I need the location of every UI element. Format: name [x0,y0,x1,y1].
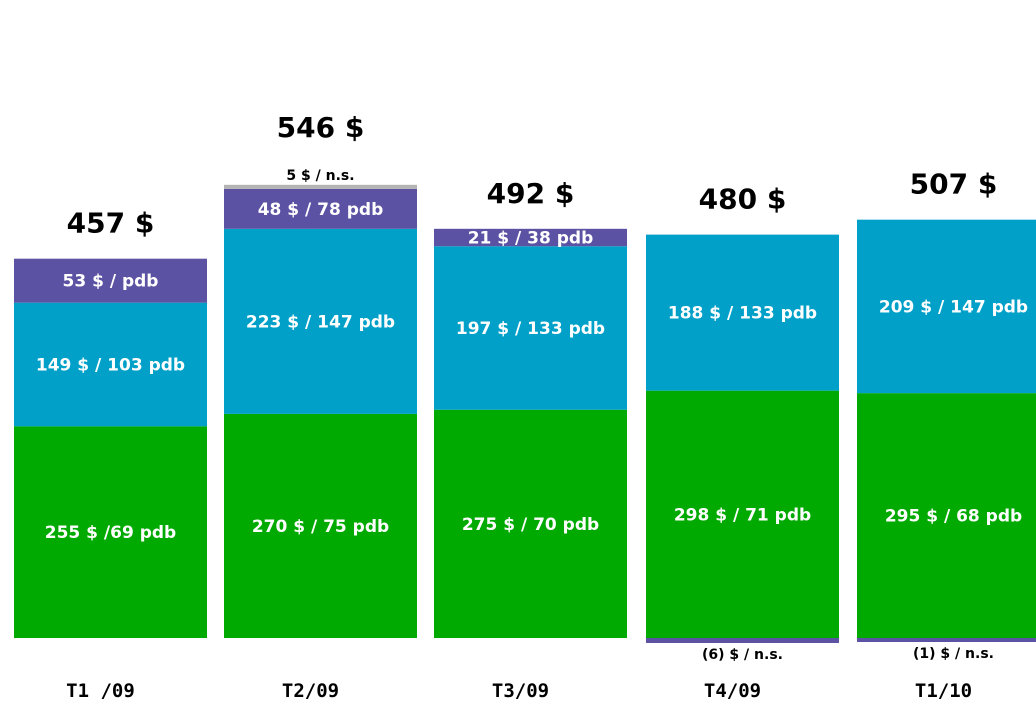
total-label-2: 546 $ [277,111,365,144]
total-label-3: 492 $ [487,177,575,210]
total-label-5: 507 $ [910,168,998,201]
bar-segment-2-4 [646,234,839,391]
bar-segment-3-3 [434,228,627,247]
bar-segment-1-2 [224,413,417,638]
bar-segment-2-2 [224,228,417,414]
labels-layer: 255 $ /69 pdb 149 $ / 103 pdb 53 $ / pdb 45… [36,111,1028,702]
segment-label-1-3: 275 $ / 70 pdb [462,515,599,535]
bar-segment-4-2 [224,184,417,189]
bar-segment-2-3 [434,246,627,410]
bar-segment-5-5 [857,638,1036,642]
category-label-4: T4/09 [704,680,761,702]
segment-label-3-3: 21 $ / 38 pdb [468,229,594,249]
category-label-2: T2/09 [282,680,339,702]
bar-segment-2-5 [857,219,1036,394]
segment-label-1-5: 295 $ / 68 pdb [885,507,1022,527]
category-label-3: T3/09 [492,680,549,702]
bars-layer [14,184,1036,643]
segment-label-1-4: 298 $ / 71 pdb [674,505,811,525]
segment-label-2-4: 188 $ / 133 pdb [668,304,817,324]
bar-segment-3-2 [224,188,417,229]
total-label-1: 457 $ [67,207,155,240]
bar-segment-1-3 [434,409,627,638]
segment-label-5-5: (1) $ / n.s. [913,646,994,662]
segment-label-1-1: 255 $ /69 pdb [45,523,176,543]
segment-label-2-1: 149 $ / 103 pdb [36,356,185,376]
bar-segment-1-1 [14,426,207,638]
segment-label-2-2: 223 $ / 147 pdb [246,312,395,332]
segment-label-4-2: 5 $ / n.s. [286,168,354,184]
segment-label-2-5: 209 $ / 147 pdb [879,297,1028,317]
bar-segment-5-4 [646,638,839,643]
bar-segment-2-1 [14,302,207,427]
segment-label-2-3: 197 $ / 133 pdb [456,319,605,339]
category-label-1: T1 /09 [66,680,135,702]
bar-segment-1-5 [857,393,1036,638]
total-label-4: 480 $ [699,183,787,216]
bar-segment-3-1 [14,258,207,303]
segment-label-5-4: (6) $ / n.s. [702,647,783,663]
category-label-5: T1/10 [915,680,972,702]
segment-label-3-2: 48 $ / 78 pdb [258,200,384,220]
segment-label-3-1: 53 $ / pdb [63,272,159,292]
bar-segment-1-4 [646,390,839,638]
segment-label-1-2: 270 $ / 75 pdb [252,517,389,537]
